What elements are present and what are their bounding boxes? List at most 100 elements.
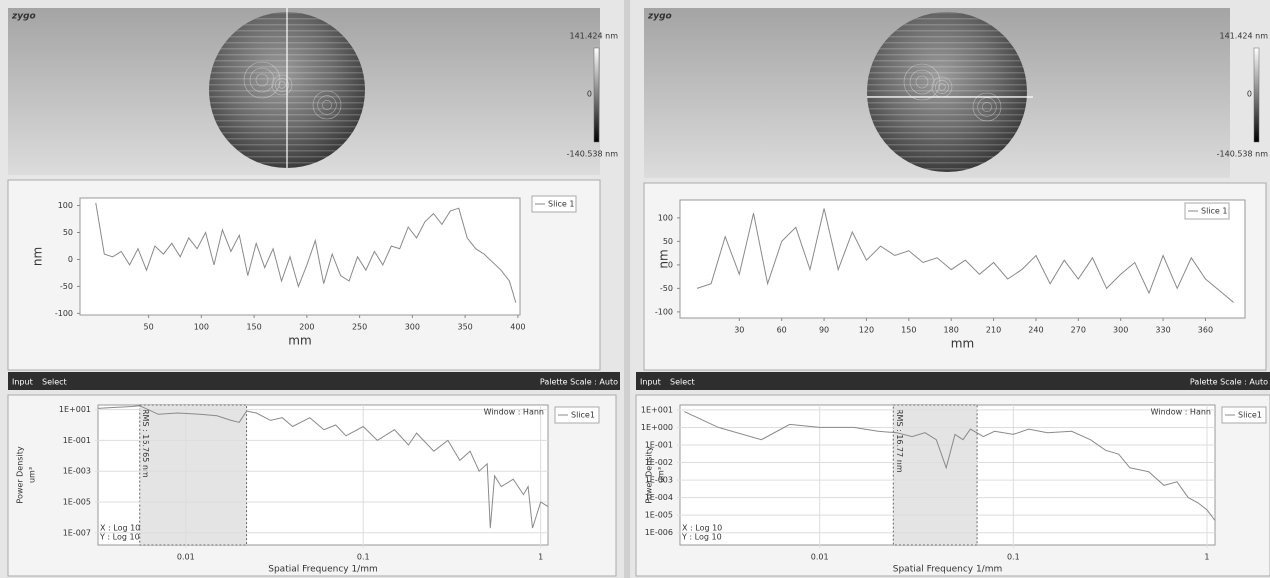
fringe-ring <box>278 81 286 89</box>
legend-box[interactable] <box>1184 202 1230 220</box>
y-tick-label: 1E+000 <box>641 423 673 432</box>
y-tick-label: 1E-001 <box>645 440 673 449</box>
fringe-ring <box>977 97 997 117</box>
y-tick-label: 1E-006 <box>645 528 673 537</box>
fringe-ring <box>271 74 293 96</box>
y-axis-unit: um³ <box>657 467 666 483</box>
x-tick-label: 300 <box>405 323 420 332</box>
legend-label: Slice 1 <box>1201 207 1227 216</box>
x-tick-label: 30 <box>734 326 744 335</box>
x-tick-label: 60 <box>777 326 787 335</box>
x-tick-label: 1 <box>538 553 543 562</box>
x-tick-label: 330 <box>1155 326 1170 335</box>
axis-note: Y : Log 10 <box>99 533 140 542</box>
legend-box[interactable] <box>1221 406 1267 424</box>
logo: zygo <box>647 12 672 22</box>
y-tick-label: 1E-001 <box>63 436 91 445</box>
toolbar-button[interactable]: Select <box>42 378 67 387</box>
rms-label: RMS : 16.765 nm <box>141 409 150 478</box>
x-tick-label: 250 <box>352 323 367 332</box>
toolbar-button[interactable]: Palette Scale : Auto <box>1190 378 1268 387</box>
y-tick-label: 1E-007 <box>63 528 91 537</box>
legend-label: Slice1 <box>571 411 595 420</box>
y-axis-label: nm <box>31 247 45 266</box>
toolbar: Input Select Palette Scale : Auto <box>636 372 1270 390</box>
plot-area <box>679 199 1246 319</box>
y-tick-label: -100 <box>655 307 673 316</box>
scale-max: 141.424 nm <box>1220 32 1269 41</box>
toolbar-button[interactable]: Palette Scale : Auto <box>540 378 618 387</box>
fringe-ring <box>982 102 992 112</box>
y-tick-label: 1E+001 <box>59 405 91 414</box>
color-bar <box>1253 47 1260 143</box>
x-axis-label: mm <box>288 334 311 348</box>
x-tick-label: 100 <box>194 323 209 332</box>
window-label: Window : Hann <box>484 408 544 417</box>
splitter[interactable] <box>624 0 630 578</box>
legend-label: Slice1 <box>1238 411 1262 420</box>
x-tick-label: 150 <box>901 326 916 335</box>
y-tick-label: 1E-005 <box>645 511 673 520</box>
color-bar <box>593 47 600 143</box>
window-label: Window : Hann <box>1151 408 1211 417</box>
x-tick-label: 0.1 <box>357 553 370 562</box>
fringe-ring <box>275 78 289 92</box>
axis-note: X : Log 10 <box>100 524 140 533</box>
y-tick-label: 50 <box>663 237 673 246</box>
series-line <box>97 405 549 529</box>
fringe-ring <box>317 95 337 115</box>
fringe-ring <box>903 63 941 101</box>
x-tick-label: 270 <box>1071 326 1086 335</box>
y-tick-label: 0 <box>68 255 73 264</box>
y-tick-label: 1E-002 <box>645 458 673 467</box>
series-line <box>95 202 517 303</box>
y-tick-label: -50 <box>60 282 73 291</box>
legend-box[interactable] <box>554 406 600 424</box>
rms-band <box>892 404 978 546</box>
x-tick-label: 200 <box>299 323 314 332</box>
scale-zero: 0 <box>587 90 592 99</box>
fringe-ring <box>972 92 1002 122</box>
plot-area <box>79 197 521 316</box>
fringe-ring <box>312 90 342 120</box>
x-tick-label: 150 <box>246 323 261 332</box>
fringe-ring <box>255 73 269 87</box>
fringe-ring <box>243 61 281 99</box>
y-tick-label: 0 <box>668 260 673 269</box>
y-axis-label: nm <box>657 249 671 268</box>
legend-box[interactable] <box>531 195 577 213</box>
toolbar-button[interactable]: Select <box>670 378 695 387</box>
fringe-ring <box>909 69 935 95</box>
x-tick-label: 0.1 <box>1007 553 1020 562</box>
x-tick-label: 50 <box>143 323 153 332</box>
x-tick-label: 350 <box>457 323 472 332</box>
x-tick-label: 120 <box>859 326 874 335</box>
x-tick-label: 240 <box>1028 326 1043 335</box>
x-axis-label: Spatial Frequency 1/mm <box>268 565 378 575</box>
y-tick-label: 100 <box>658 213 673 222</box>
y-tick-label: -50 <box>660 284 673 293</box>
toolbar-button[interactable]: Input <box>12 378 33 387</box>
series-line <box>696 208 1235 303</box>
y-tick-label: -100 <box>55 309 73 318</box>
toolbar-bg <box>636 372 1270 390</box>
x-tick-label: 300 <box>1113 326 1128 335</box>
fringe-ring <box>935 80 949 94</box>
toolbar-button[interactable]: Input <box>640 378 661 387</box>
y-axis-label: Power Density <box>16 446 25 503</box>
scale-zero: 0 <box>1247 90 1252 99</box>
scale-min: -140.538 nm <box>1217 150 1269 159</box>
surface-fringes <box>867 12 1027 172</box>
rms-band <box>139 404 248 546</box>
y-tick-label: 1E-004 <box>645 493 673 502</box>
y-tick-label: 1E-003 <box>645 476 673 485</box>
x-tick-label: 180 <box>944 326 959 335</box>
axis-note: X : Log 10 <box>682 524 722 533</box>
y-tick-label: 50 <box>63 228 73 237</box>
series-line <box>684 411 1216 521</box>
toolbar-bg <box>8 372 620 390</box>
x-tick-label: 400 <box>510 323 525 332</box>
x-tick-label: 0.01 <box>177 553 195 562</box>
x-axis-label: mm <box>951 337 974 351</box>
